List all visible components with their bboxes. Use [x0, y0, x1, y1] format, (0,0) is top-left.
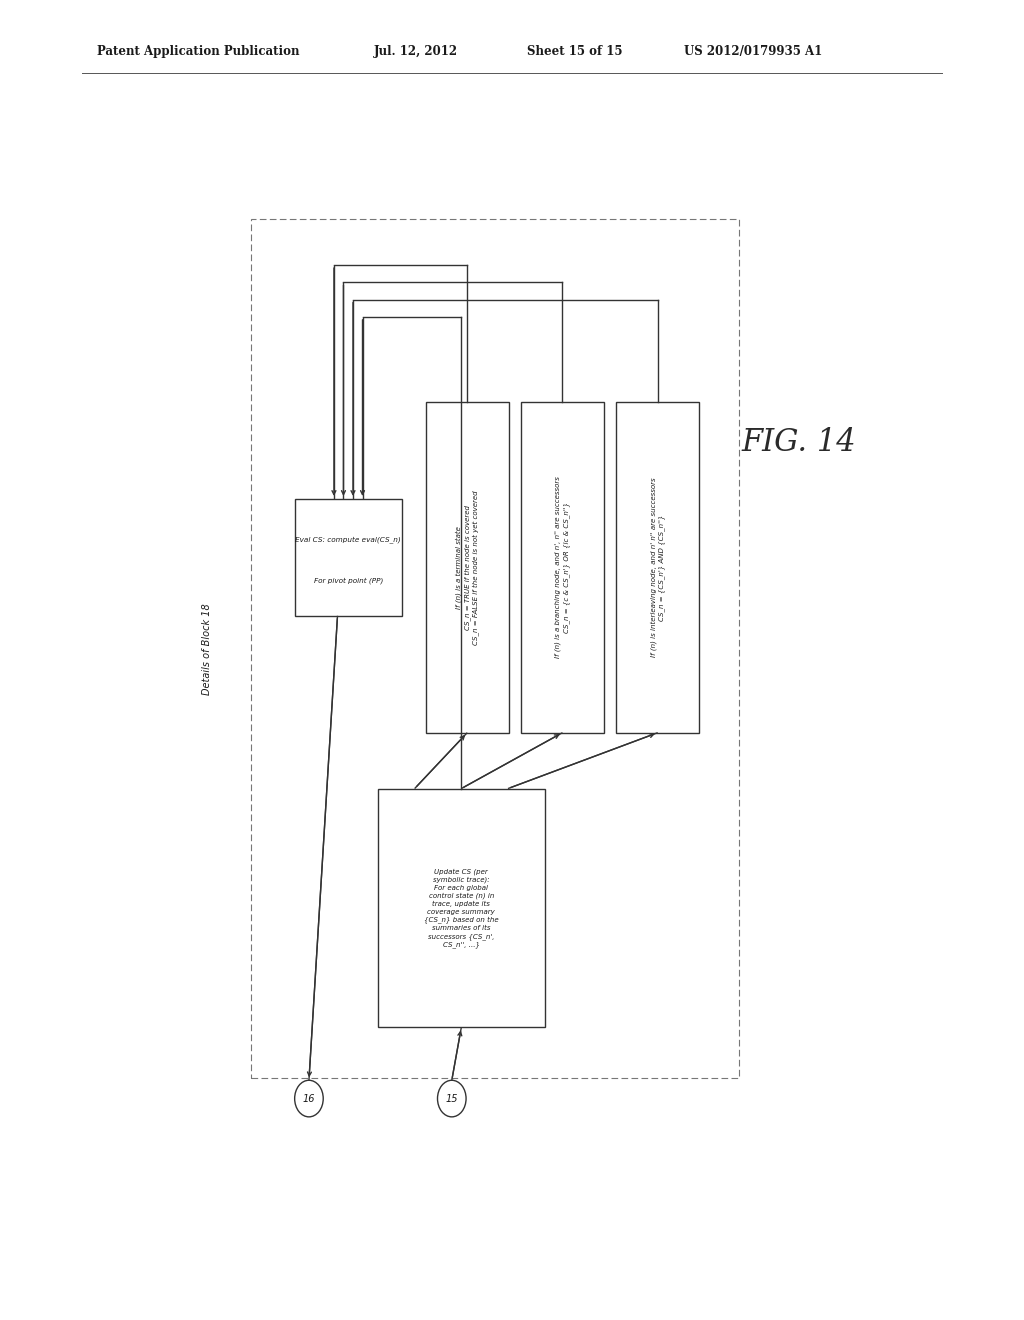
Text: If (n) is a branching node, and n', n'' are successors
CS_n = {c & CS_n'} OR {lc: If (n) is a branching node, and n', n'' … — [555, 477, 570, 659]
Text: Sheet 15 of 15: Sheet 15 of 15 — [527, 45, 623, 58]
Bar — [378, 788, 545, 1027]
Text: If (n) is a terminal state
CS_n = TRUE if the node is covered
CS_n = FALSE if th: If (n) is a terminal state CS_n = TRUE i… — [455, 490, 479, 644]
Text: Eval CS: compute eval(CS_n): Eval CS: compute eval(CS_n) — [295, 536, 401, 544]
Bar — [426, 403, 509, 733]
Text: Patent Application Publication: Patent Application Publication — [97, 45, 300, 58]
Circle shape — [295, 1080, 324, 1117]
Text: For pivot point (PP): For pivot point (PP) — [313, 577, 383, 583]
Text: FIG. 14: FIG. 14 — [741, 428, 856, 458]
Text: Details of Block 18: Details of Block 18 — [203, 603, 212, 694]
Bar — [616, 403, 699, 733]
Text: Update CS (per
symbolic trace):
For each global
control state (n) in
trace, upda: Update CS (per symbolic trace): For each… — [424, 867, 499, 948]
Bar — [251, 219, 739, 1078]
Text: 16: 16 — [303, 1093, 315, 1104]
Bar — [295, 499, 401, 615]
Text: Jul. 12, 2012: Jul. 12, 2012 — [374, 45, 458, 58]
Circle shape — [437, 1080, 466, 1117]
Bar — [521, 403, 604, 733]
Text: If (n) is interleaving node, and n' n'' are successors
CS_n = {CS_n'} AND {CS_n': If (n) is interleaving node, and n' n'' … — [650, 478, 666, 657]
Text: US 2012/0179935 A1: US 2012/0179935 A1 — [684, 45, 822, 58]
Text: 15: 15 — [445, 1093, 458, 1104]
